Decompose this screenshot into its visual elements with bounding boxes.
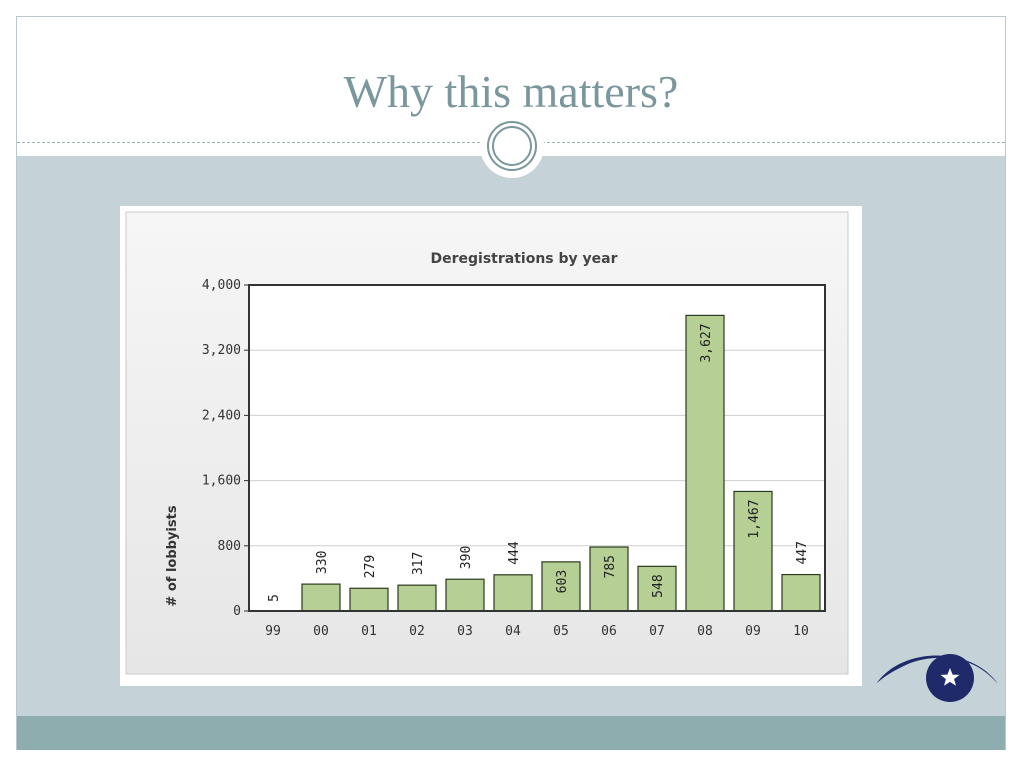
x-tick-label: 00	[313, 624, 329, 639]
bar-04	[493, 574, 533, 612]
y-axis-label: # of lobbyists	[165, 505, 180, 606]
bar-value-label: 3,627	[699, 323, 714, 362]
bar-value-label: 330	[315, 551, 330, 574]
bar-05	[541, 561, 581, 612]
eye-star-logo-icon	[876, 654, 998, 702]
bar-value-label: 317	[411, 552, 426, 575]
bar-06	[589, 546, 629, 612]
x-tick-label: 03	[457, 624, 473, 639]
bar-03	[445, 578, 485, 612]
bar-10	[781, 573, 821, 612]
bar-value-label: 603	[555, 570, 570, 593]
plot-area	[249, 285, 825, 611]
x-tick-label: 08	[697, 624, 713, 639]
bar-value-label: 548	[651, 574, 666, 597]
bar-02	[397, 584, 437, 612]
bar-chart: Deregistrations by year # of lobbyists 5…	[125, 211, 849, 675]
bottom-band	[17, 716, 1005, 750]
ring-ornament-inner-circle	[492, 126, 532, 166]
bar-value-label: 447	[795, 541, 810, 564]
bar-09	[733, 490, 773, 612]
x-tick-label: 05	[553, 624, 569, 639]
bar-value-label: 279	[363, 555, 378, 578]
bar-value-label: 785	[603, 555, 618, 578]
chart-panel: Deregistrations by year # of lobbyists 5…	[120, 206, 862, 686]
x-tick-label: 99	[265, 624, 281, 639]
chart-title: Deregistrations by year	[431, 251, 618, 267]
x-tick-label: 09	[745, 624, 761, 639]
bar-00	[301, 583, 341, 612]
x-tick-label: 06	[601, 624, 617, 639]
y-tick-label: 0	[233, 604, 241, 619]
bar-value-label: 444	[507, 541, 522, 565]
x-tick-label: 04	[505, 624, 521, 639]
x-tick-label: 10	[793, 624, 809, 639]
y-tick-label: 800	[218, 539, 241, 554]
y-tick-label: 1,600	[202, 474, 241, 489]
y-tick-label: 3,200	[202, 343, 241, 358]
bar-value-label: 390	[459, 546, 474, 569]
x-tick-label: 01	[361, 624, 377, 639]
bar-value-label: 5	[267, 594, 282, 602]
y-tick-label: 4,000	[202, 278, 241, 293]
slide-title: Why this matters?	[343, 66, 679, 117]
bar-01	[349, 587, 389, 612]
x-tick-label: 02	[409, 624, 425, 639]
y-tick-label: 2,400	[202, 408, 241, 423]
bar-value-label: 1,467	[747, 499, 762, 538]
x-tick-label: 07	[649, 624, 665, 639]
bar-08	[685, 314, 725, 612]
plot-border	[248, 284, 826, 612]
